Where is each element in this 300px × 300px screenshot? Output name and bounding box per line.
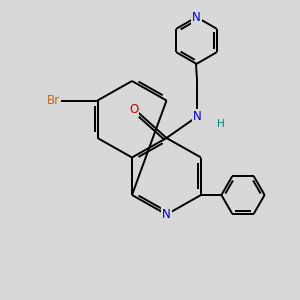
Text: N: N — [162, 208, 171, 221]
Text: Br: Br — [47, 94, 60, 107]
Text: O: O — [129, 103, 138, 116]
Text: N: N — [193, 110, 202, 123]
Text: N: N — [192, 11, 201, 24]
Text: H: H — [217, 118, 225, 129]
